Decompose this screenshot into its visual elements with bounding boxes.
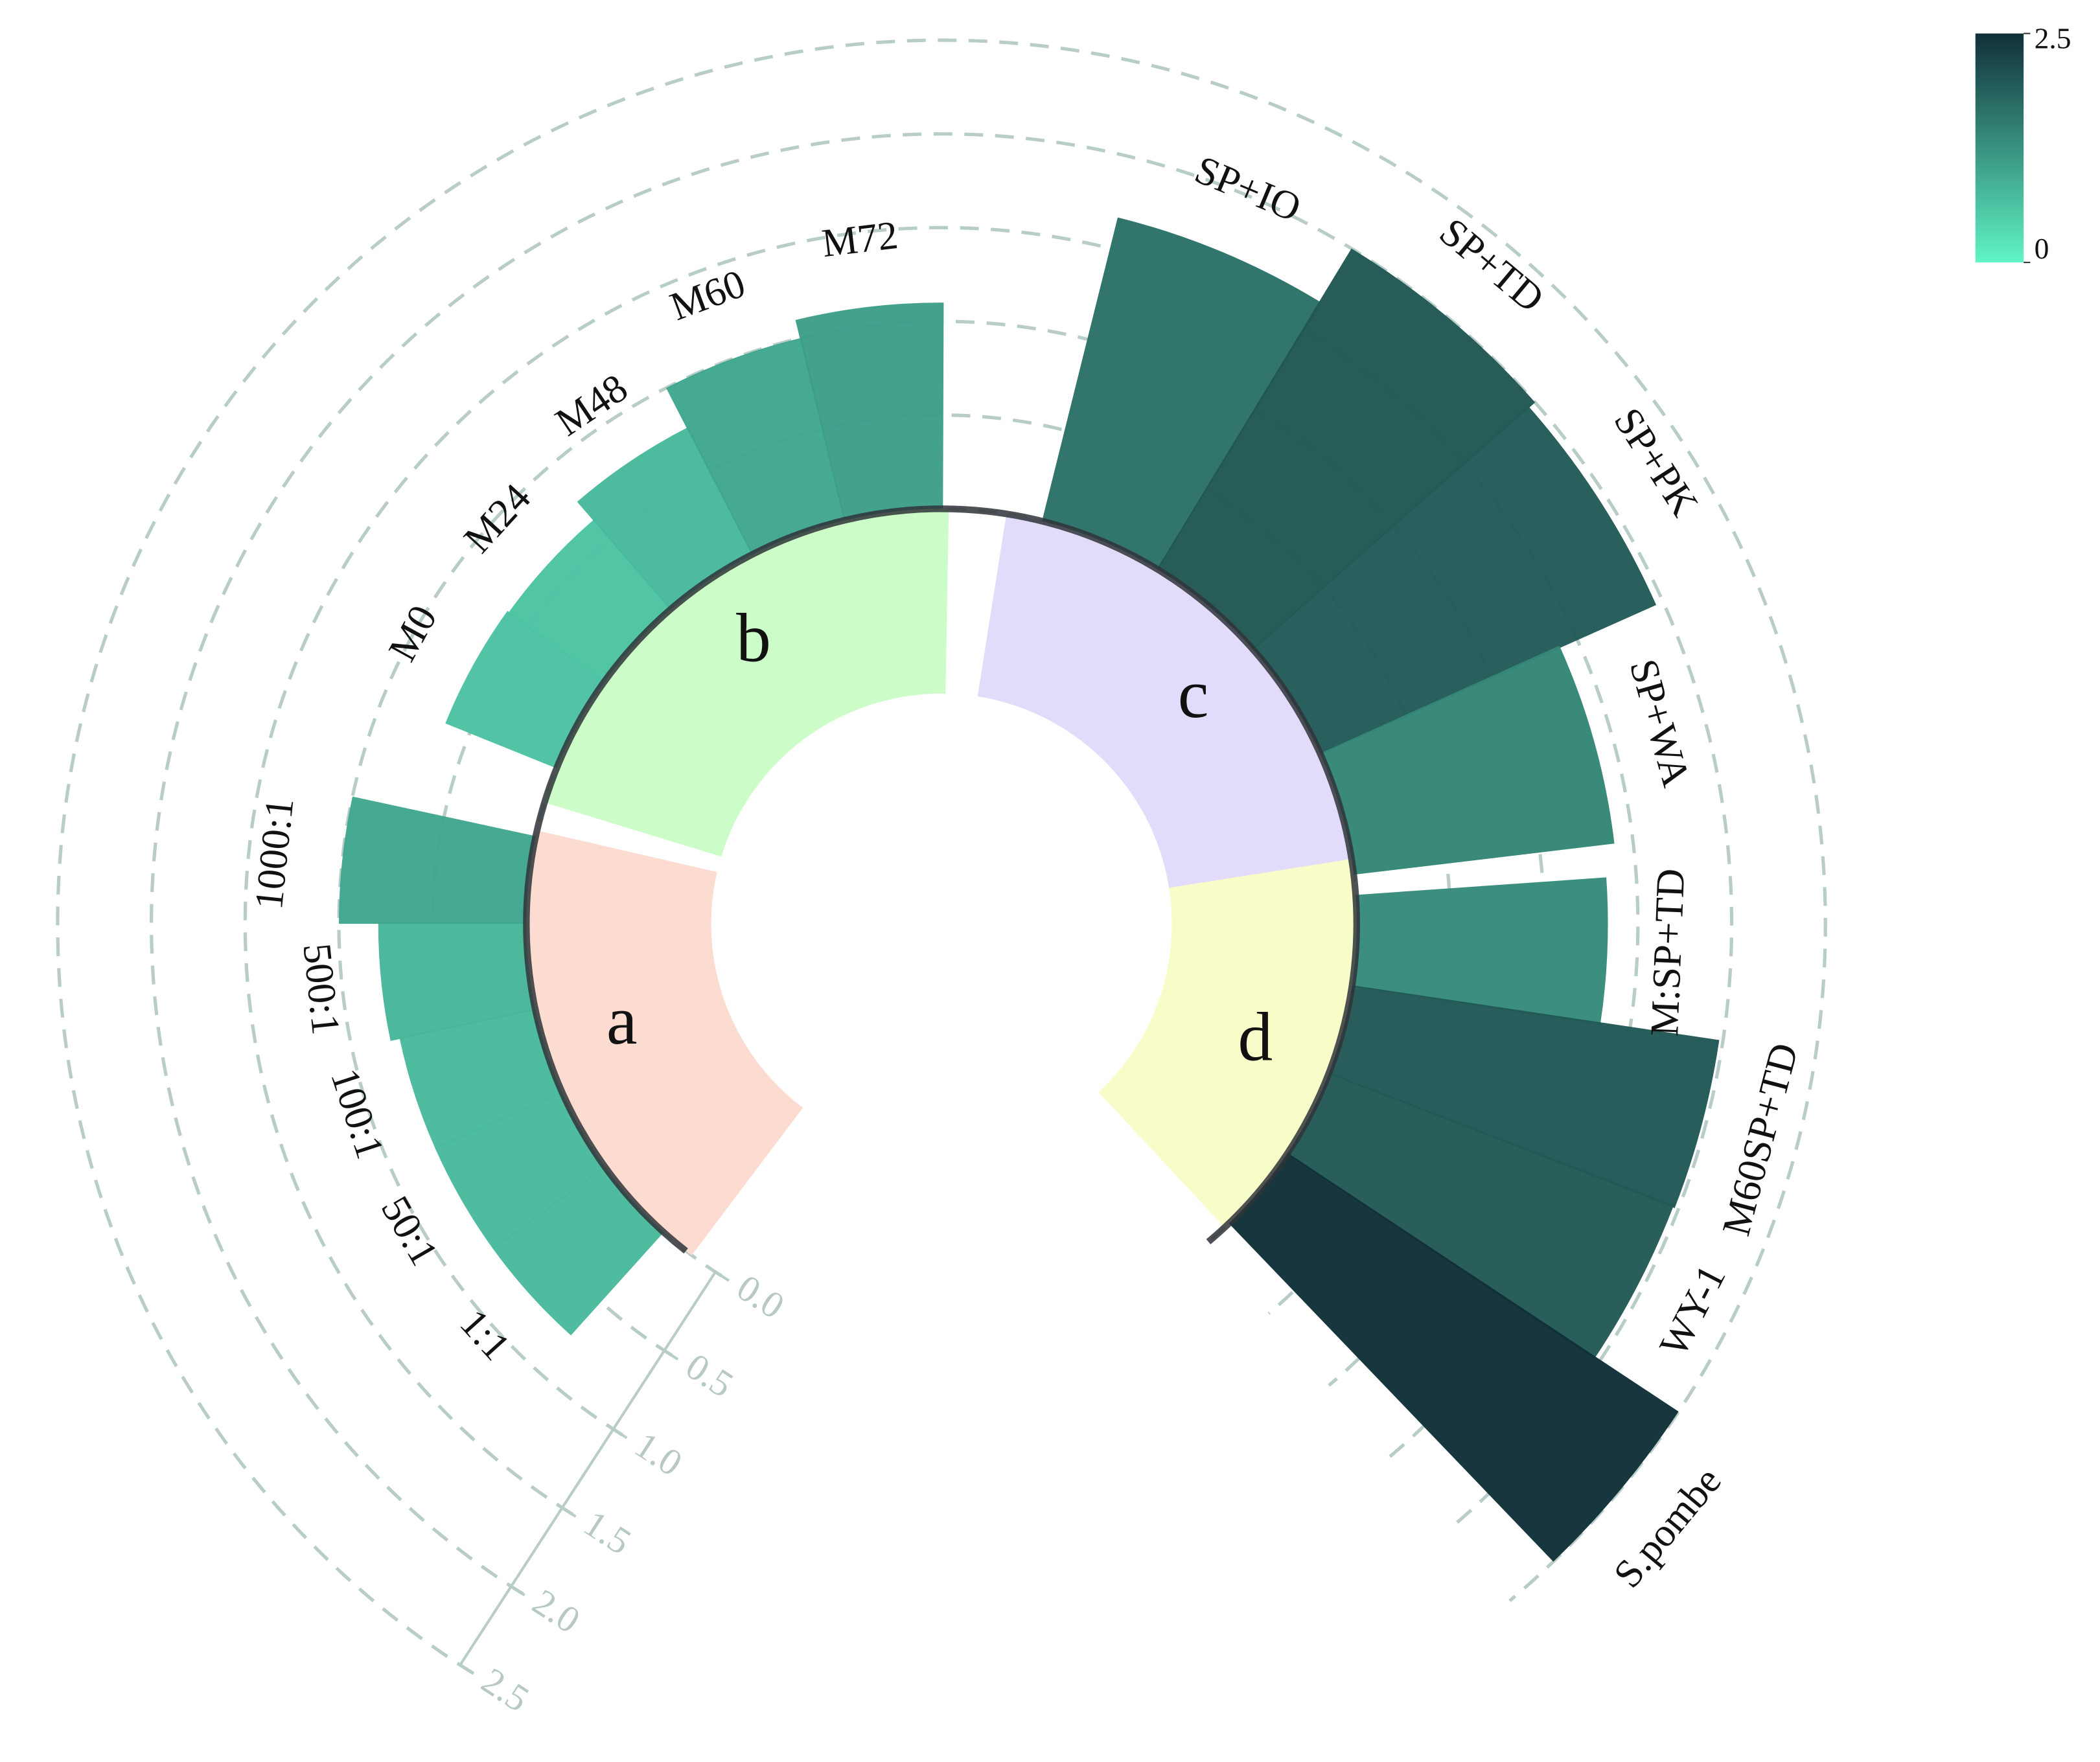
bar — [1229, 1152, 1679, 1562]
r-tick — [459, 1664, 475, 1675]
bar — [338, 796, 536, 924]
category-label: SP+TD — [1431, 210, 1552, 321]
colorbar — [1975, 33, 2024, 263]
bar — [434, 1091, 606, 1250]
group-label: d — [1238, 999, 1273, 1076]
group-label: c — [1178, 656, 1209, 733]
r-tick-label: 2.5 — [474, 1659, 537, 1720]
bar — [1328, 985, 1720, 1209]
bar — [665, 338, 846, 555]
r-tick-label: 2.0 — [525, 1581, 588, 1642]
category-label: WY-1 — [1651, 1258, 1734, 1364]
r-tick — [612, 1428, 628, 1439]
category-label: 50:1 — [373, 1189, 446, 1273]
group-label: b — [736, 600, 771, 677]
category-label: 1:1 — [452, 1301, 519, 1368]
bar — [1320, 645, 1615, 875]
bar — [1157, 248, 1536, 650]
category-label: SP+IO — [1189, 148, 1307, 231]
r-tick-label: 0.5 — [678, 1345, 741, 1406]
bar — [445, 611, 605, 769]
category-label: SP+PK — [1605, 400, 1707, 524]
grid-circle — [243, 225, 1640, 1516]
group-label: a — [606, 982, 638, 1059]
r-tick — [714, 1270, 730, 1282]
r-tick-label: 1.5 — [577, 1502, 639, 1563]
bar — [1042, 217, 1322, 570]
bar — [1287, 1072, 1674, 1359]
bar — [577, 427, 754, 610]
group-sector — [977, 514, 1355, 900]
bar — [378, 922, 536, 1041]
r-tick-label: 1.0 — [627, 1423, 689, 1484]
grid-circle — [56, 38, 1827, 1675]
colorbar-label: 2.5 — [2035, 22, 2071, 55]
bar — [399, 1009, 562, 1149]
group-sector — [544, 509, 949, 857]
category-label: M60SP+TD — [1714, 1038, 1807, 1240]
category-label: M:SP+TD — [1643, 867, 1693, 1036]
bar — [507, 519, 672, 683]
ring — [523, 505, 1360, 1254]
colorbar-label: 0 — [2035, 232, 2049, 265]
bar — [795, 303, 944, 521]
group-sector — [1098, 858, 1357, 1228]
category-label: 100:1 — [322, 1064, 392, 1164]
r-tick — [663, 1349, 679, 1361]
r-tick — [510, 1585, 525, 1597]
bar — [1352, 877, 1608, 1025]
bar — [1252, 405, 1657, 755]
category-label: M72 — [820, 213, 900, 266]
category-label: M60 — [665, 262, 751, 330]
r-axis — [459, 1271, 717, 1666]
r-tick-label: 0.0 — [730, 1266, 792, 1327]
category-label: 500:1 — [294, 941, 347, 1037]
bar — [492, 1166, 664, 1336]
grid-circle — [150, 132, 1734, 1596]
category-label: M0 — [380, 599, 446, 669]
category-label: SP+WA — [1621, 655, 1699, 792]
category-label: M24 — [456, 475, 539, 561]
r-tick — [561, 1506, 577, 1518]
